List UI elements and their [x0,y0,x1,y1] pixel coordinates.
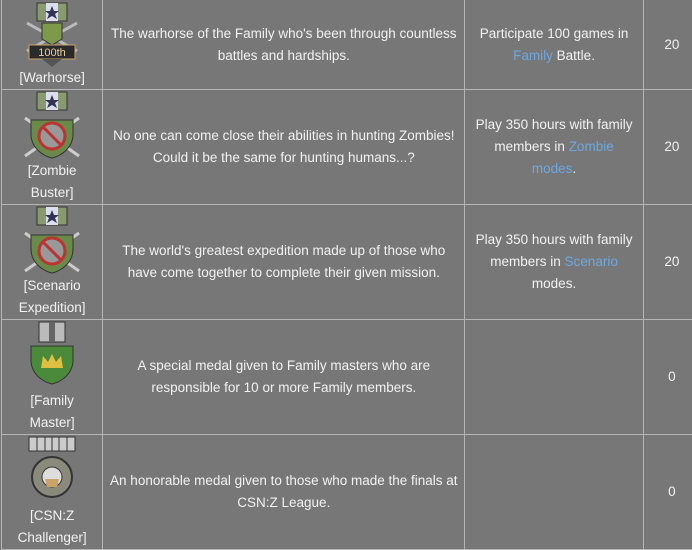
table-row: [Family Master] A special medal given to… [2,320,692,435]
medal-points: 20 [643,0,692,90]
medal-description: A special medal given to Family masters … [103,320,465,435]
medal-name: [Family Master] [8,390,96,434]
scenario-expedition-medal-icon [8,205,96,275]
medal-description: The world's greatest expedition made up … [103,205,465,320]
table-row: [Zombie Buster] No one can come close th… [2,90,692,205]
medal-description: The warhorse of the Family who's been th… [103,0,465,90]
medal-points: 0 [643,435,692,550]
medal-requirement: Play 350 hours with family members in Sc… [465,205,644,320]
medal-requirement: Play 350 hours with family members in Zo… [465,90,644,205]
medal-cell: [CSN:Z Challenger] [2,435,103,550]
medal-description: An honorable medal given to those who ma… [103,435,465,550]
requirement-text-end: modes. [532,276,576,291]
medal-name: [CSN:Z Challenger] [8,505,96,549]
medal-requirement [465,435,644,550]
svg-text:100th: 100th [38,47,66,59]
medal-cell: 100th [Warhorse] [2,0,103,90]
medal-points: 0 [643,320,692,435]
warhorse-medal-icon: 100th [8,1,96,67]
family-master-medal-icon [8,320,96,390]
medal-cell: [Scenario Expedition] [2,205,103,320]
table-row: 100th [Warhorse] The warhorse of the Fami… [2,0,692,90]
medal-name: [Warhorse] [8,67,96,89]
csnz-challenger-medal-icon [8,435,96,505]
table-row: [Scenario Expedition] The world's greate… [2,205,692,320]
requirement-text-end: . [572,161,576,176]
requirement-link[interactable]: Family [513,48,553,63]
medal-points: 20 [643,90,692,205]
medal-description: No one can come close their abilities in… [103,90,465,205]
medal-requirement [465,320,644,435]
requirement-link[interactable]: Scenario [565,254,618,269]
medal-cell: [Zombie Buster] [2,90,103,205]
medal-name: [Scenario Expedition] [8,275,96,319]
requirement-text-end: Battle. [553,48,595,63]
medal-cell: [Family Master] [2,320,103,435]
medal-requirement: Participate 100 games in Family Battle. [465,0,644,90]
requirement-text: Participate 100 games in [480,26,629,41]
table-row: [CSN:Z Challenger] An honorable medal gi… [2,435,692,550]
zombie-buster-medal-icon [8,90,96,160]
medal-name: [Zombie Buster] [8,160,96,204]
medal-points: 20 [643,205,692,320]
